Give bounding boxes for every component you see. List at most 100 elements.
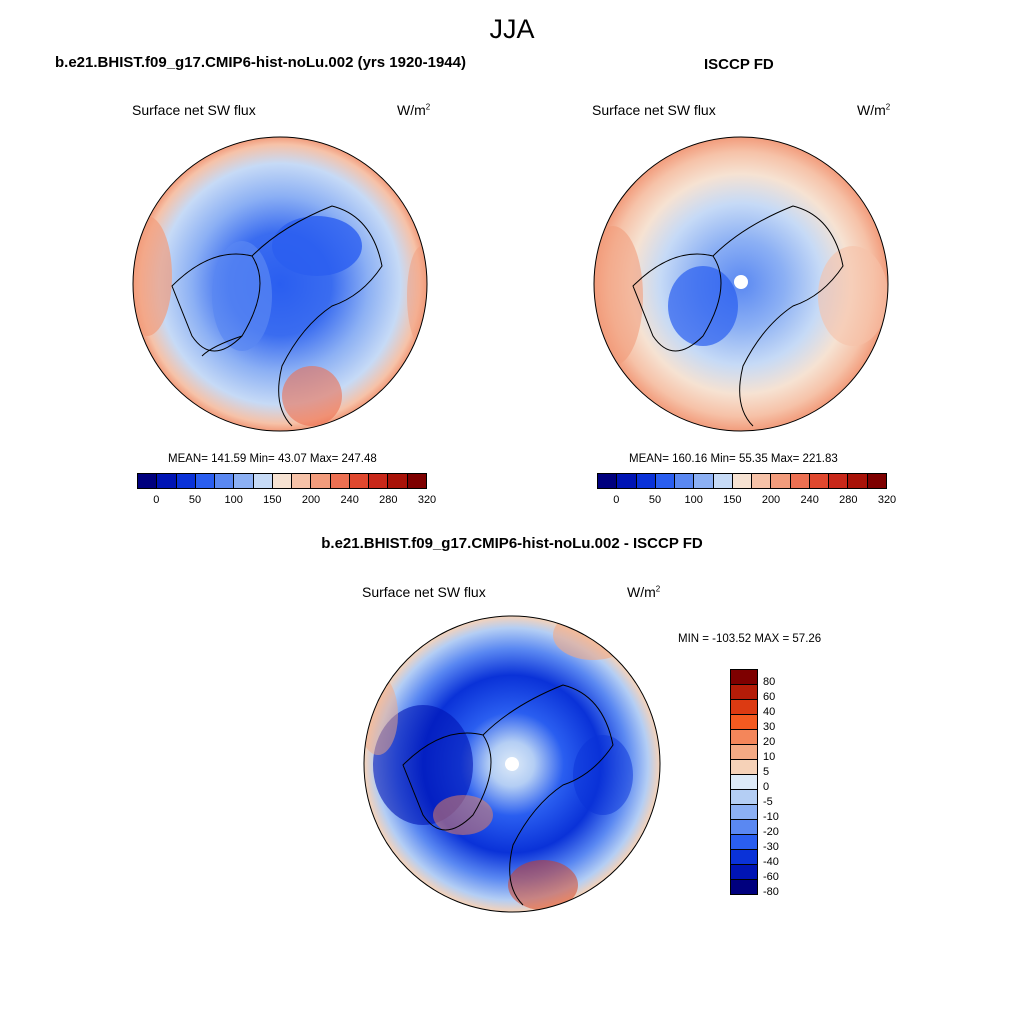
colorbar-swatch: [636, 474, 656, 488]
colorbar-swatch: [809, 474, 830, 488]
panel2-stats: MEAN= 160.16 Min= 55.35 Max= 221.83: [629, 453, 838, 465]
panel1-units: W/m2: [397, 102, 431, 118]
colorbar-swatch: [157, 474, 177, 488]
colorbar-tick-label: 100: [684, 494, 703, 506]
colorbar-tick-label: 40: [763, 706, 776, 718]
panel1-variable: Surface net SW flux: [132, 102, 256, 118]
panel1-colorbar: [137, 473, 427, 489]
colorbar-tick-label: -40: [763, 856, 779, 868]
colorbar-swatch: [731, 745, 757, 760]
colorbar-swatch: [311, 474, 331, 488]
colorbar-swatch: [829, 474, 849, 488]
colorbar-swatch: [771, 474, 791, 488]
colorbar-tick-label: 280: [379, 494, 398, 506]
colorbar-tick-label: -20: [763, 826, 779, 838]
panel3-variable: Surface net SW flux: [362, 584, 486, 600]
colorbar-tick-label: -60: [763, 871, 779, 883]
colorbar-swatch: [234, 474, 254, 488]
panel2-colorbar: [597, 473, 887, 489]
panel1-title: b.e21.BHIST.f09_g17.CMIP6-hist-noLu.002 …: [55, 54, 466, 71]
colorbar-swatch: [253, 474, 273, 488]
panel1-polar-map: [132, 136, 428, 432]
colorbar-swatches-vertical: [730, 669, 758, 895]
colorbar-tick-label: 50: [648, 494, 662, 506]
colorbar-swatch: [694, 474, 714, 488]
colorbar-swatch: [752, 474, 772, 488]
colorbar-swatch: [349, 474, 370, 488]
colorbar-tick-label: 320: [877, 494, 897, 506]
colorbar-tick-label: 0: [613, 494, 620, 506]
colorbar-swatch: [407, 474, 426, 488]
colorbar-tick-label: 240: [800, 494, 819, 506]
colorbar-swatch: [731, 850, 757, 865]
colorbar-tick-label: 100: [224, 494, 243, 506]
panel2-title: ISCCP FD: [704, 56, 774, 73]
colorbar-swatch: [731, 670, 757, 685]
colorbar-tick-label: 20: [763, 736, 776, 748]
colorbar-swatch: [731, 880, 757, 894]
colorbar-tick-label: 150: [723, 494, 742, 506]
panel3-title: b.e21.BHIST.f09_g17.CMIP6-hist-noLu.002 …: [321, 535, 703, 552]
colorbar-swatch: [731, 835, 757, 850]
colorbar-swatch: [731, 805, 757, 820]
colorbar-swatch: [732, 474, 753, 488]
colorbar-tick-label: 240: [340, 494, 359, 506]
colorbar-swatch: [598, 474, 618, 488]
colorbar-swatch: [369, 474, 389, 488]
colorbar-swatch: [731, 760, 757, 775]
colorbar-tick-label: -10: [763, 811, 779, 823]
colorbar-tick-label: 30: [763, 721, 776, 733]
colorbar-swatch: [731, 700, 757, 715]
colorbar-swatch: [330, 474, 350, 488]
panel2-colorbar-ticks: 0 50 100 150 200 240 280 320: [597, 494, 896, 508]
panel1-stats: MEAN= 141.59 Min= 43.07 Max= 247.48: [168, 453, 377, 465]
colorbar-swatch: [731, 775, 757, 790]
colorbar-tick-label: 50: [188, 494, 202, 506]
colorbar-swatch: [731, 790, 757, 805]
colorbar-tick-label: 280: [839, 494, 858, 506]
colorbar-tick-label: 0: [153, 494, 160, 506]
colorbar-swatch: [138, 474, 158, 488]
colorbar-tick-label: 80: [763, 676, 776, 688]
colorbar-swatch: [292, 474, 312, 488]
colorbar-tick-label: 60: [763, 691, 776, 703]
panel1-colorbar-ticks: 0 50 100 150 200 240 280 320: [137, 494, 436, 508]
colorbar-swatch: [215, 474, 235, 488]
colorbar-swatch: [731, 865, 757, 880]
colorbar-tick-label: 150: [263, 494, 282, 506]
colorbar-swatches: [597, 473, 887, 489]
panel2-units: W/m2: [857, 102, 891, 118]
panel2-variable: Surface net SW flux: [592, 102, 716, 118]
colorbar-tick-label: 10: [763, 751, 776, 763]
colorbar-tick-label: 200: [301, 494, 321, 506]
colorbar-swatch: [731, 730, 757, 745]
colorbar-swatch: [731, 685, 757, 700]
colorbar-swatch: [867, 474, 886, 488]
colorbar-swatches: [137, 473, 427, 489]
colorbar-tick-label: -5: [763, 796, 773, 808]
panel3-units: W/m2: [627, 584, 661, 600]
colorbar-swatch: [731, 820, 757, 835]
colorbar-swatch: [713, 474, 733, 488]
panel3-colorbar-ticks: 80 60 40 30 20 10 5 0 -5 -10 -20 -30 -40 -60 -80: [763, 676, 823, 916]
season-title: JJA: [489, 14, 535, 44]
panel3-stats: MIN = -103.52 MAX = 57.26: [678, 633, 822, 645]
colorbar-swatch: [195, 474, 216, 488]
colorbar-tick-label: -30: [763, 841, 779, 853]
colorbar-swatch: [176, 474, 196, 488]
colorbar-tick-label: 5: [763, 766, 770, 778]
colorbar-tick-label: -80: [763, 886, 779, 898]
panel3-colorbar: [730, 669, 758, 895]
colorbar-swatch: [731, 715, 757, 730]
colorbar-tick-label: 0: [763, 781, 770, 793]
colorbar-swatch: [675, 474, 695, 488]
colorbar-tick-label: 320: [417, 494, 437, 506]
panel3-polar-map: [363, 615, 661, 913]
colorbar-swatch: [790, 474, 810, 488]
colorbar-swatch: [848, 474, 868, 488]
colorbar-swatch: [388, 474, 408, 488]
colorbar-swatch: [617, 474, 637, 488]
colorbar-tick-label: 200: [761, 494, 781, 506]
panel2-polar-map: [593, 136, 889, 432]
colorbar-swatch: [655, 474, 676, 488]
